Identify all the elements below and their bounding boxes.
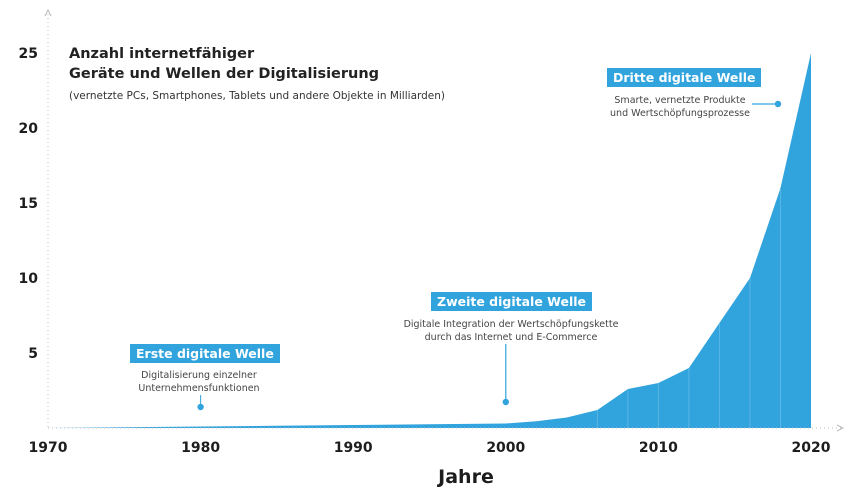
- y-axis-arrow: [44, 8, 52, 17]
- chart-title-line1: Anzahl internetfähiger: [69, 46, 255, 62]
- wave-desc-first-line2: Unternehmensfunktionen: [138, 383, 260, 394]
- wave-label-first: Erste digitale Welle: [130, 344, 280, 363]
- wave-desc-first-line1: Digitalisierung einzelner: [141, 370, 257, 381]
- wave-desc-second: Digitale Integration der Wertschöpfungsk…: [396, 318, 626, 344]
- wave-label-second: Zweite digitale Welle: [431, 292, 593, 311]
- x-tick-label: 2000: [486, 440, 525, 456]
- y-tick-label: 25: [19, 46, 38, 62]
- y-tick-label: 5: [28, 346, 38, 362]
- x-tick-label: 2010: [639, 440, 678, 456]
- x-tick-label: 2020: [792, 440, 831, 456]
- wave-desc-second-line1: Digitale Integration der Wertschöpfungsk…: [403, 319, 619, 330]
- y-tick-label: 20: [19, 121, 39, 137]
- x-axis-label: Jahre: [436, 466, 494, 488]
- x-tick-label: 1980: [181, 440, 220, 456]
- data-area: [48, 53, 811, 428]
- chart-subtitle: (vernetzte PCs, Smartphones, Tablets und…: [69, 90, 446, 102]
- wave-marker-first-dot: [197, 403, 204, 411]
- chart-title-line2: Geräte und Wellen der Digitalisierung: [69, 66, 380, 82]
- chart-title-block: Anzahl internetfähiger Geräte und Wellen…: [69, 44, 445, 102]
- wave-desc-second-line2: durch das Internet und E-Commerce: [424, 332, 598, 343]
- wave-desc-third-line2: und Wertschöpfungsprozesse: [610, 108, 750, 119]
- x-tick-label: 1970: [29, 440, 68, 456]
- wave-desc-third-line1: Smarte, vernetzte Produkte: [614, 95, 746, 106]
- wave-desc-third: Smarte, vernetzte Produkte und Wertschöp…: [605, 94, 755, 120]
- x-tick-label: 1990: [334, 440, 373, 456]
- wave-label-third: Dritte digitale Welle: [607, 68, 762, 87]
- x-axis-arrow: [836, 424, 845, 432]
- y-tick-label: 15: [19, 196, 38, 212]
- y-tick-label: 10: [19, 271, 39, 287]
- wave-marker-third-dot: [774, 100, 782, 108]
- wave-desc-first: Digitalisierung einzelner Unternehmensfu…: [138, 369, 260, 395]
- wave-marker-second-dot: [502, 398, 509, 406]
